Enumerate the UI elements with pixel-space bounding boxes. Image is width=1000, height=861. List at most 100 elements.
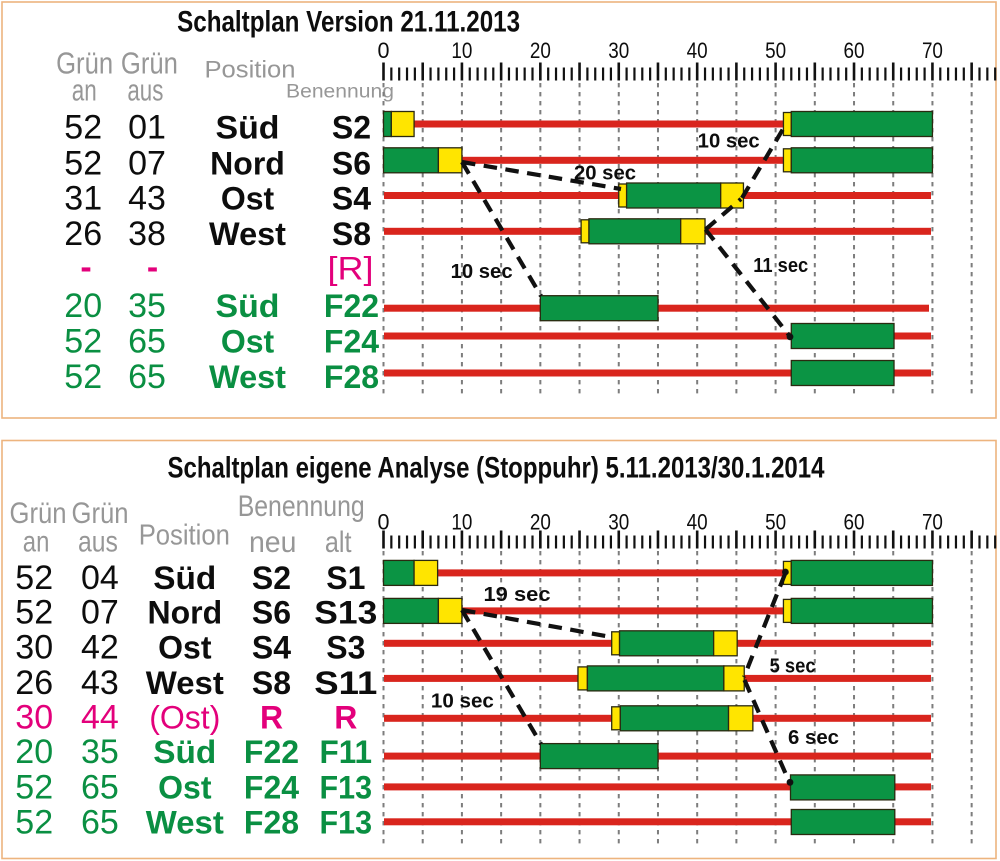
svg-text:(Ost): (Ost) <box>149 699 220 735</box>
svg-text:65: 65 <box>81 769 119 807</box>
svg-text:50: 50 <box>765 510 786 535</box>
svg-text:50: 50 <box>765 38 786 63</box>
svg-text:20: 20 <box>64 287 102 325</box>
svg-text:52: 52 <box>64 109 102 147</box>
svg-text:30: 30 <box>608 38 629 63</box>
svg-text:an: an <box>23 526 50 559</box>
svg-text:35: 35 <box>81 733 119 771</box>
svg-text:43: 43 <box>81 664 119 702</box>
svg-text:35: 35 <box>128 287 166 325</box>
svg-text:52: 52 <box>15 559 53 597</box>
svg-text:Benennung: Benennung <box>286 81 394 103</box>
svg-text:07: 07 <box>81 593 119 631</box>
svg-text:60: 60 <box>844 510 865 535</box>
svg-text:20: 20 <box>530 38 551 63</box>
svg-text:Nord: Nord <box>147 594 222 630</box>
svg-text:10 sec: 10 sec <box>698 131 760 153</box>
svg-text:-: - <box>80 249 91 287</box>
svg-text:11 sec: 11 sec <box>753 255 808 277</box>
svg-text:38: 38 <box>128 215 166 253</box>
svg-text:West: West <box>209 216 286 252</box>
svg-text:30: 30 <box>608 510 629 535</box>
svg-text:S2: S2 <box>252 560 291 596</box>
svg-text:alt: alt <box>325 526 352 559</box>
svg-text:F13: F13 <box>320 804 373 840</box>
svg-text:52: 52 <box>15 769 53 807</box>
svg-text:Süd: Süd <box>153 560 216 596</box>
svg-text:-: - <box>147 249 158 287</box>
svg-text:S4: S4 <box>252 630 291 666</box>
svg-text:40: 40 <box>687 510 708 535</box>
svg-text:0: 0 <box>378 38 390 63</box>
svg-text:West: West <box>146 665 224 701</box>
svg-text:S11: S11 <box>314 665 377 701</box>
svg-text:26: 26 <box>64 215 102 253</box>
svg-text:aus: aus <box>78 526 118 559</box>
svg-text:F28: F28 <box>244 804 299 840</box>
svg-text:52: 52 <box>64 144 102 182</box>
svg-text:70: 70 <box>922 38 943 63</box>
svg-text:30: 30 <box>15 629 53 667</box>
svg-text:10: 10 <box>451 38 472 63</box>
svg-text:F24: F24 <box>244 770 299 806</box>
svg-text:F22: F22 <box>244 734 299 770</box>
svg-text:10 sec: 10 sec <box>451 261 513 283</box>
svg-text:6 sec: 6 sec <box>788 727 839 749</box>
svg-text:65: 65 <box>81 803 119 841</box>
svg-text:S8: S8 <box>332 216 371 252</box>
svg-text:S8: S8 <box>252 665 291 701</box>
svg-text:52: 52 <box>15 593 53 631</box>
svg-text:Ost: Ost <box>158 770 212 806</box>
svg-text:R: R <box>260 699 283 735</box>
svg-text:52: 52 <box>64 358 102 396</box>
svg-text:S2: S2 <box>332 110 371 146</box>
svg-text:Grün: Grün <box>121 46 178 81</box>
svg-text:West: West <box>209 359 286 395</box>
svg-text:40: 40 <box>687 38 708 63</box>
svg-text:Schaltplan eigene Analyse (Sto: Schaltplan eigene Analyse (Stoppuhr) 5.1… <box>168 452 825 485</box>
svg-text:65: 65 <box>128 323 166 361</box>
svg-text:F24: F24 <box>324 324 379 360</box>
svg-text:07: 07 <box>128 144 166 182</box>
svg-text:Benennung: Benennung <box>238 490 365 523</box>
svg-text:20: 20 <box>530 510 551 535</box>
svg-text:S4: S4 <box>332 181 371 217</box>
svg-text:19 sec: 19 sec <box>484 584 551 606</box>
svg-text:Position: Position <box>205 57 296 84</box>
svg-text:aus: aus <box>127 73 163 108</box>
svg-text:Grün: Grün <box>72 497 129 530</box>
svg-text:60: 60 <box>844 38 865 63</box>
svg-text:01: 01 <box>128 109 166 147</box>
svg-text:R: R <box>334 699 357 735</box>
svg-text:43: 43 <box>128 180 166 218</box>
svg-text:S6: S6 <box>332 145 371 181</box>
svg-text:30: 30 <box>15 698 53 736</box>
svg-text:65: 65 <box>128 358 166 396</box>
svg-text:Ost: Ost <box>158 630 212 666</box>
svg-text:20 sec: 20 sec <box>574 163 636 185</box>
svg-text:Position: Position <box>139 520 230 552</box>
svg-text:31: 31 <box>64 180 102 218</box>
svg-text:10: 10 <box>451 510 472 535</box>
svg-text:Grün: Grün <box>56 46 113 81</box>
svg-text:5 sec: 5 sec <box>770 656 816 678</box>
svg-text:44: 44 <box>81 698 119 736</box>
svg-text:26: 26 <box>15 664 53 702</box>
svg-text:10 sec: 10 sec <box>431 691 494 713</box>
svg-text:Ost: Ost <box>221 181 275 217</box>
svg-text:F28: F28 <box>324 359 379 395</box>
svg-text:S3: S3 <box>326 630 365 666</box>
svg-text:an: an <box>72 73 97 108</box>
svg-text:0: 0 <box>378 510 390 535</box>
svg-text:Nord: Nord <box>210 145 285 181</box>
svg-text:F22: F22 <box>324 288 379 324</box>
svg-text:Grün: Grün <box>10 497 67 530</box>
svg-text:42: 42 <box>81 629 119 667</box>
svg-text:Süd: Süd <box>216 288 280 324</box>
svg-text:52: 52 <box>64 323 102 361</box>
svg-text:S1: S1 <box>326 560 365 596</box>
svg-text:F11: F11 <box>320 734 373 770</box>
svg-text:neu: neu <box>249 526 297 559</box>
svg-text:20: 20 <box>15 733 53 771</box>
svg-text:[R]: [R] <box>328 251 374 287</box>
